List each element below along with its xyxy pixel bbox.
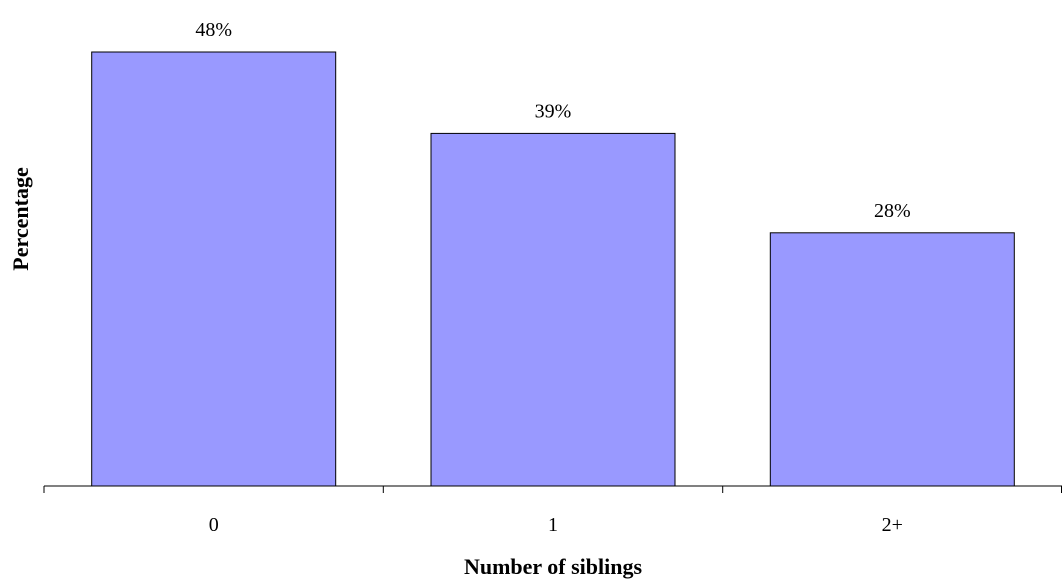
data-label-0: 48% — [195, 19, 232, 41]
x-tick-label-2: 2+ — [882, 514, 903, 536]
data-label-2: 28% — [874, 200, 911, 222]
x-axis — [43, 485, 1062, 493]
x-tick-label-0: 0 — [209, 514, 219, 536]
bar-1 — [430, 132, 676, 487]
bar-2 — [769, 232, 1015, 487]
x-tick-label-1: 1 — [548, 514, 558, 536]
y-axis-title: Percentage — [8, 167, 33, 271]
x-axis-title: Number of siblings — [464, 554, 643, 579]
bars-layer — [91, 51, 1015, 487]
labels-layer: 48% 0 39% 1 28% 2+ — [195, 19, 910, 536]
bar-0 — [91, 51, 337, 487]
data-label-1: 39% — [535, 100, 572, 122]
